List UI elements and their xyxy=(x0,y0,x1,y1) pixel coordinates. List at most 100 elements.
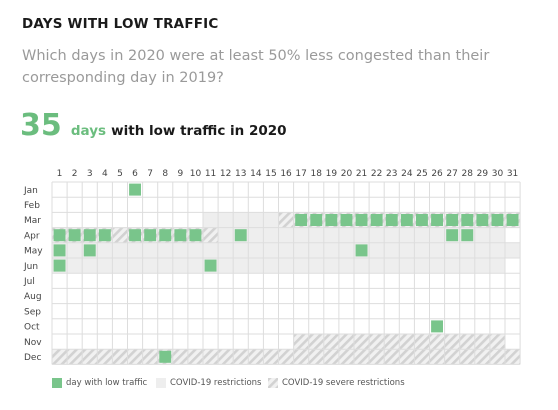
restriction-cell xyxy=(203,242,219,258)
severe-restriction-cell xyxy=(278,349,294,365)
headline-count: 35 xyxy=(20,108,62,143)
calendar-heatmap: 1 2 3 4 5 6 7 8 9 10 11 12 13 14 15 16 17 18 19 20 21 22 23 24 2… xyxy=(23,169,521,365)
day-tick-label: 3 xyxy=(87,169,93,179)
restriction-cell xyxy=(474,258,490,274)
restriction-cell xyxy=(414,227,430,243)
restriction-cell xyxy=(414,258,430,274)
restriction-cell xyxy=(338,258,354,274)
restriction-cell xyxy=(323,258,339,274)
restriction-cell xyxy=(97,258,113,274)
severe-restriction-cell xyxy=(354,334,370,350)
day-tick-label: 28 xyxy=(462,169,474,179)
severe-restriction-cell xyxy=(187,349,203,365)
severe-restriction-cell xyxy=(112,227,128,243)
restriction-cell xyxy=(218,227,234,243)
severe-restriction-cell xyxy=(112,349,128,365)
restriction-cell xyxy=(414,242,430,258)
month-tick-label: Oct xyxy=(24,323,40,333)
restriction-cell xyxy=(489,242,505,258)
severe-restriction-cell xyxy=(203,349,219,365)
month-tick-label: Jul xyxy=(23,277,35,287)
restriction-cell xyxy=(187,242,203,258)
restriction-cell xyxy=(384,227,400,243)
restriction-cell xyxy=(399,227,415,243)
severe-restriction-cell xyxy=(338,349,354,365)
low-traffic-day-cell xyxy=(506,214,519,226)
severe-restriction-cell xyxy=(308,349,324,365)
month-tick-label: Aug xyxy=(24,292,42,302)
day-tick-label: 18 xyxy=(311,169,323,179)
severe-restriction-cell xyxy=(338,334,354,350)
severe-restriction-cell xyxy=(369,349,385,365)
severe-restriction-cell xyxy=(293,349,309,365)
restriction-cell xyxy=(248,227,264,243)
severe-restriction-cell xyxy=(474,349,490,365)
day-tick-label: 31 xyxy=(507,169,518,179)
day-tick-label: 4 xyxy=(102,169,108,179)
restriction-cell xyxy=(354,227,370,243)
restriction-cell xyxy=(112,258,128,274)
month-tick-label: Nov xyxy=(24,338,42,348)
low-traffic-day-cell xyxy=(476,214,489,226)
severe-restriction-cell xyxy=(263,349,279,365)
month-tick-label: Mar xyxy=(24,216,41,226)
month-tick-label: Apr xyxy=(24,231,40,241)
low-traffic-day-cell xyxy=(174,229,187,242)
day-tick-label: 5 xyxy=(117,169,123,179)
restriction-cell xyxy=(354,258,370,274)
day-tick-label: 8 xyxy=(162,169,168,179)
month-tick-label: Sep xyxy=(24,307,41,317)
severe-restriction-cell xyxy=(82,349,98,365)
severe-restriction-cell xyxy=(67,349,83,365)
restriction-cell xyxy=(67,242,83,258)
low-traffic-day-cell xyxy=(129,229,141,242)
restriction-cell xyxy=(233,242,249,258)
restriction-cell xyxy=(127,242,143,258)
severe-restriction-cell xyxy=(399,334,415,350)
restriction-cell xyxy=(248,212,264,228)
low-traffic-day-cell xyxy=(129,183,141,196)
restriction-cell xyxy=(369,227,385,243)
restriction-cell xyxy=(218,258,234,274)
restriction-cell xyxy=(172,242,188,258)
day-tick-label: 14 xyxy=(250,169,262,179)
low-traffic-day-cell xyxy=(83,229,96,242)
severe-restriction-cell xyxy=(489,334,505,350)
severe-restriction-cell xyxy=(203,227,219,243)
day-tick-label: 29 xyxy=(477,169,489,179)
restriction-cell xyxy=(459,258,475,274)
low-traffic-day-cell xyxy=(98,229,111,242)
restriction-cell xyxy=(263,227,279,243)
severe-restriction-cell xyxy=(474,334,490,350)
severe-restriction-cell xyxy=(308,334,324,350)
restriction-cell xyxy=(157,258,173,274)
legend-label-severe: COVID-19 severe restrictions xyxy=(282,378,405,388)
severe-restriction-cell xyxy=(323,349,339,365)
restriction-cell xyxy=(278,227,294,243)
restriction-cell xyxy=(142,242,158,258)
restriction-cell xyxy=(429,242,445,258)
day-tick-label: 9 xyxy=(177,169,183,179)
day-tick-label: 15 xyxy=(265,169,276,179)
severe-restriction-cell xyxy=(142,349,158,365)
restriction-cell xyxy=(218,212,234,228)
low-traffic-day-cell xyxy=(416,214,428,226)
low-traffic-day-cell xyxy=(234,229,247,242)
day-tick-label: 13 xyxy=(235,169,246,179)
low-traffic-day-cell xyxy=(53,244,66,257)
legend-swatch-low-traffic xyxy=(52,378,62,388)
restriction-cell xyxy=(474,242,490,258)
severe-restriction-cell xyxy=(414,334,430,350)
low-traffic-day-cell xyxy=(295,214,308,226)
severe-restriction-cell xyxy=(444,334,460,350)
low-traffic-day-cell xyxy=(53,259,66,272)
restriction-cell xyxy=(248,258,264,274)
severe-restriction-cell xyxy=(384,349,400,365)
low-traffic-day-cell xyxy=(159,229,172,242)
severe-restriction-cell xyxy=(384,334,400,350)
low-traffic-day-cell xyxy=(53,229,66,242)
day-tick-label: 12 xyxy=(220,169,231,179)
severe-restriction-cell xyxy=(278,212,294,228)
severe-restriction-cell xyxy=(172,349,188,365)
restriction-cell xyxy=(97,242,113,258)
